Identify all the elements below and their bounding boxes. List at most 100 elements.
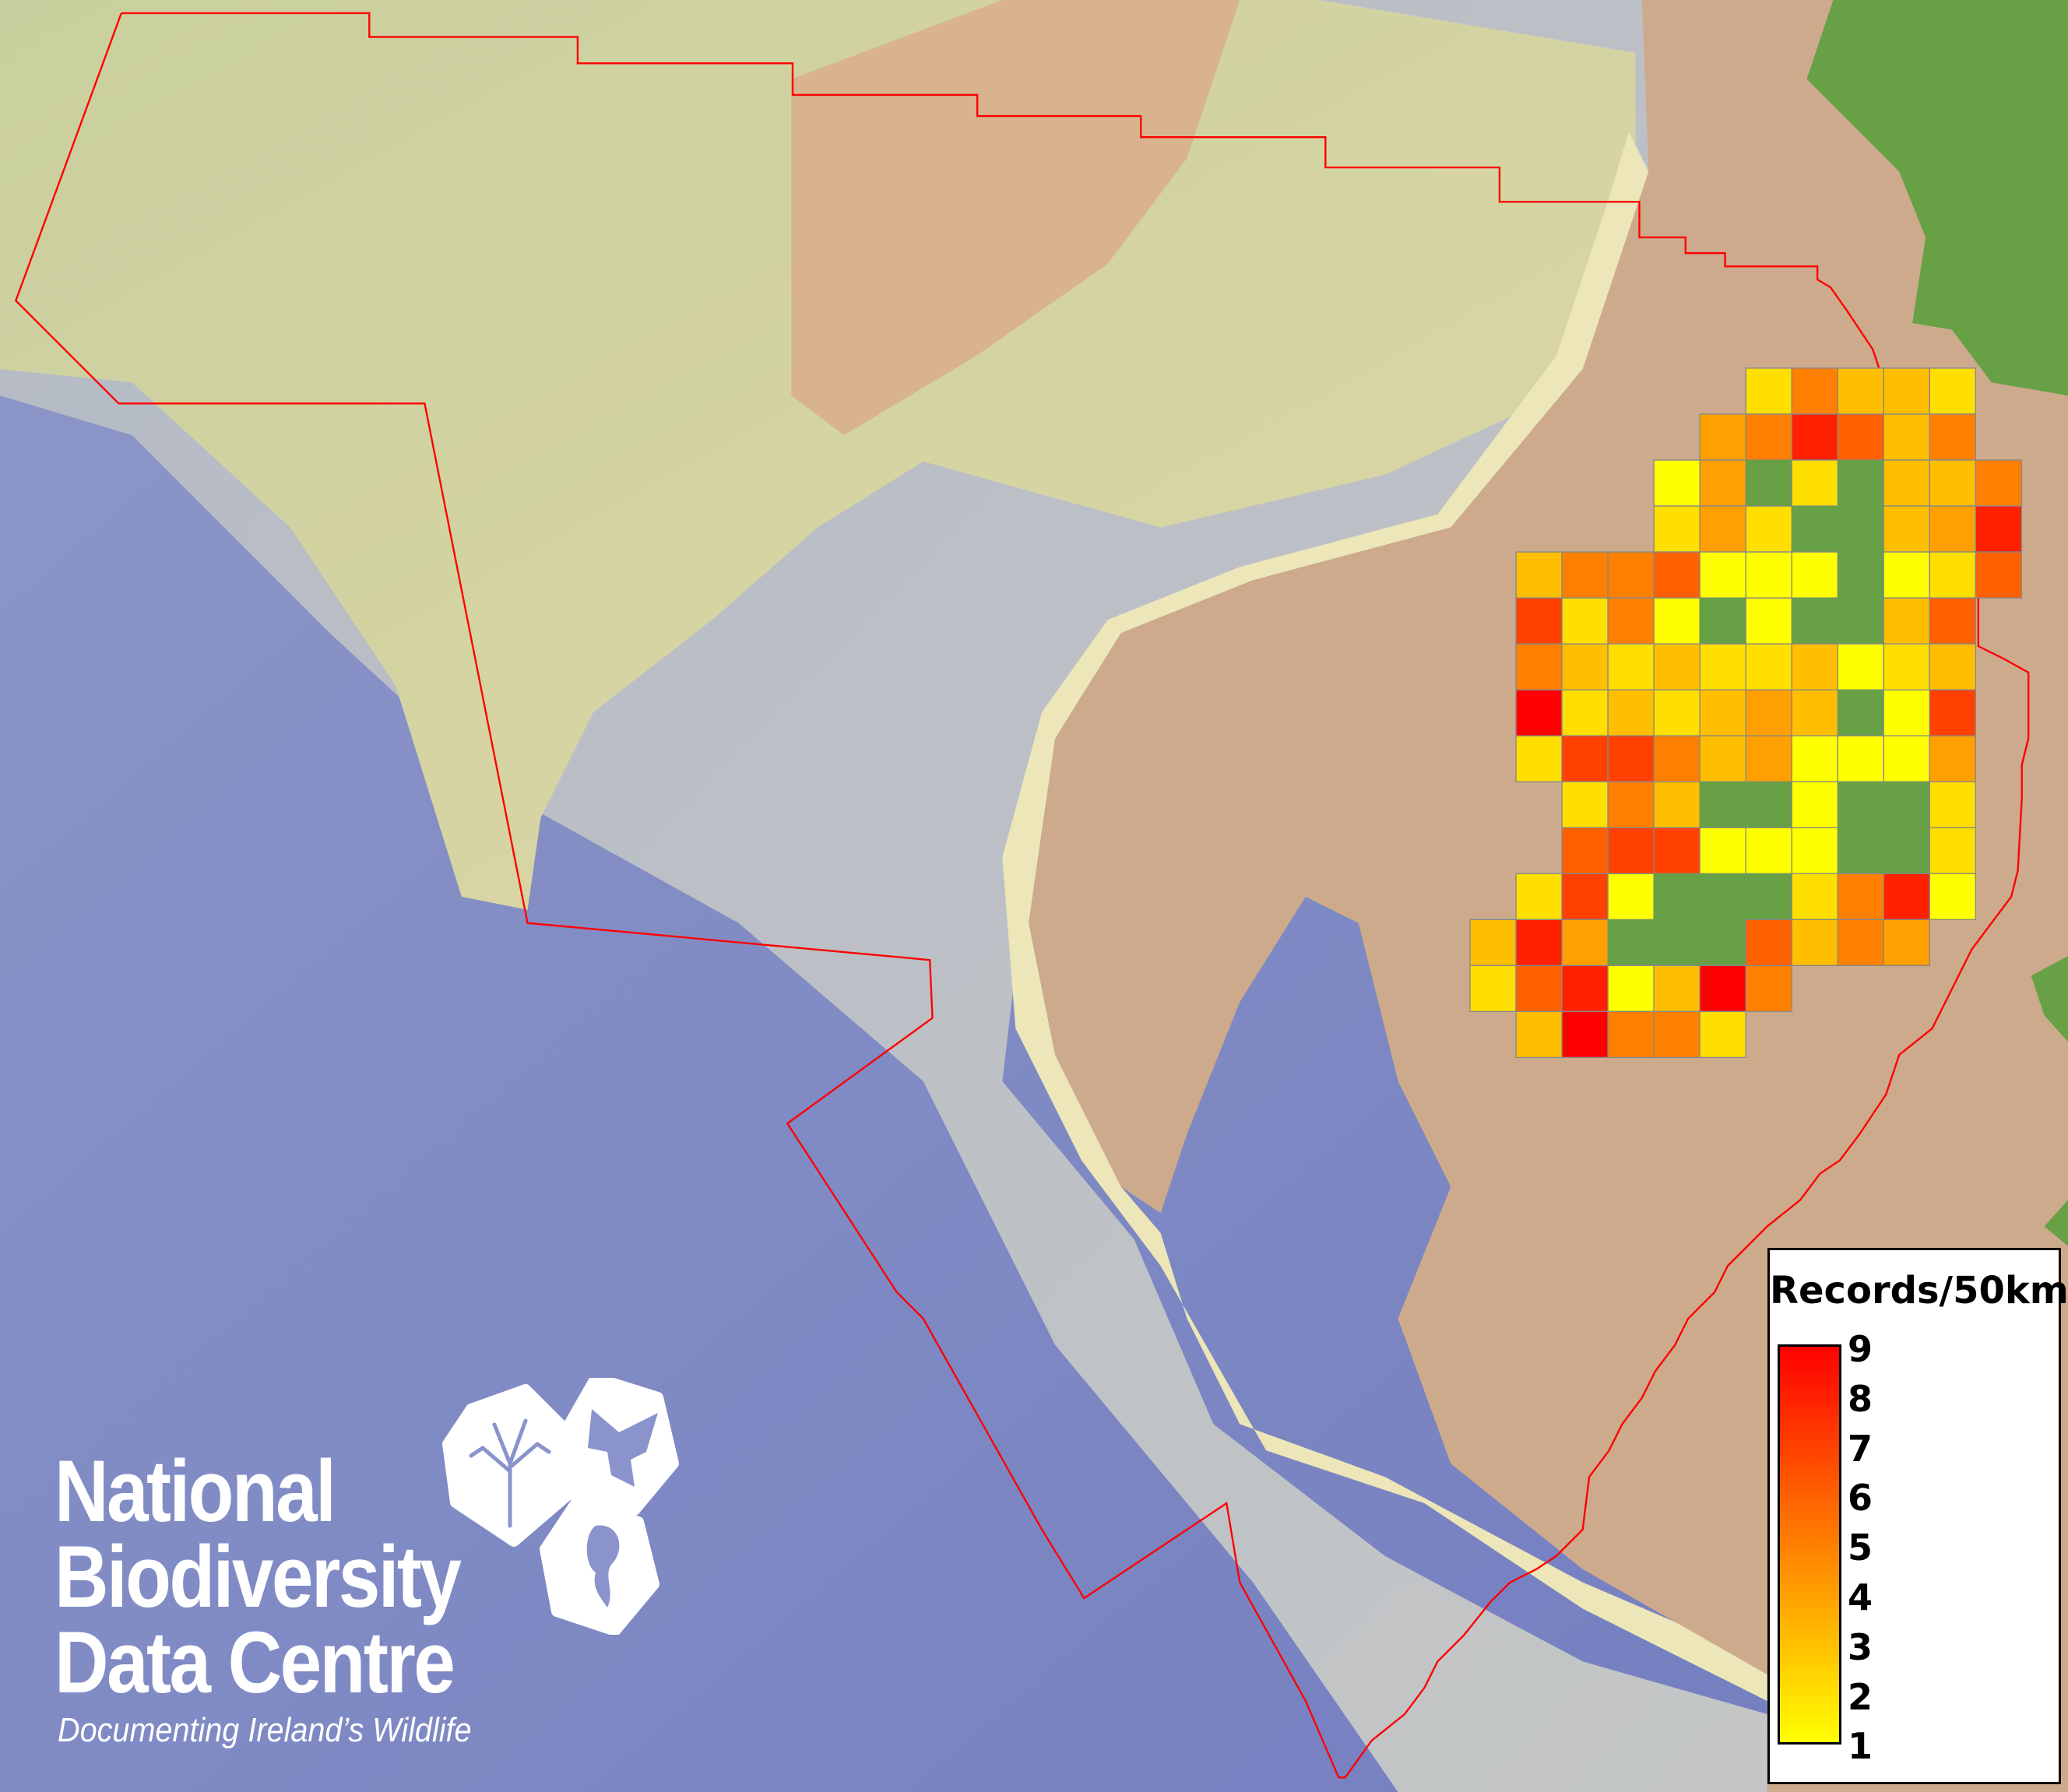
grid-cell <box>1607 827 1655 874</box>
land-cell <box>1654 873 1700 920</box>
grid-cell <box>1699 1010 1746 1059</box>
grid-cell <box>1791 919 1838 967</box>
grid-cell <box>1653 781 1700 828</box>
grid-cell <box>1929 781 1977 828</box>
grid-cell <box>1929 551 1977 599</box>
grid-cell <box>1515 735 1563 782</box>
grid-cell <box>1929 873 1977 920</box>
grid-cell <box>1515 919 1563 967</box>
land-cell <box>1883 827 1930 874</box>
grid-cell <box>1561 597 1609 645</box>
grid-cell <box>1561 689 1609 736</box>
grid-cell <box>1745 827 1792 874</box>
land-cell <box>1654 919 1700 966</box>
grid-cell <box>1791 827 1838 874</box>
land-cell <box>1746 782 1792 828</box>
land-cell <box>1700 782 1746 828</box>
grid-cell <box>1929 505 1977 553</box>
grid-cell <box>1837 735 1884 782</box>
grid-cell <box>1469 965 1517 1013</box>
grid-cell <box>1929 413 1977 461</box>
legend-label: 2 <box>1848 1675 1873 1718</box>
land-cell <box>1700 873 1746 920</box>
grid-cell <box>1561 827 1609 874</box>
grid-cell <box>1745 505 1792 553</box>
grid-cell <box>1837 643 1884 690</box>
grid-cell <box>1653 735 1700 782</box>
grid-cell <box>1515 689 1563 736</box>
grid-cell <box>1607 551 1655 599</box>
grid-cell <box>1699 965 1746 1013</box>
grid-cell <box>1929 827 1977 874</box>
land-cell <box>1608 919 1655 966</box>
seahorse-icon <box>540 1497 659 1635</box>
butterfly-icon <box>559 1378 679 1516</box>
grid-cell <box>1653 551 1700 599</box>
shelf-bank <box>791 0 1240 435</box>
grid-cell <box>1653 689 1700 736</box>
legend-label: 6 <box>1848 1477 1873 1520</box>
logo-mark <box>442 1378 679 1635</box>
grid-cell <box>1561 735 1609 782</box>
grid-cell <box>1883 505 1930 553</box>
grid-cell <box>1515 643 1563 690</box>
grid-cell <box>1929 735 1977 782</box>
grid-cell <box>1883 597 1930 645</box>
logo-line-1: National <box>55 1442 336 1540</box>
vegetation-area <box>1806 0 2068 396</box>
land-cell <box>1700 598 1746 645</box>
land-cell <box>1746 873 1792 920</box>
grid-cell <box>1607 1010 1655 1059</box>
legend-label: 8 <box>1848 1377 1873 1420</box>
land-cell <box>1838 827 1884 874</box>
grid-cell <box>1699 413 1746 461</box>
boundary-line <box>14 12 2030 1779</box>
grid-cell <box>1883 873 1930 920</box>
grid-cell <box>1975 459 2023 507</box>
grid-cell <box>1515 965 1563 1013</box>
grid-cell <box>1791 413 1838 461</box>
legend-label: 1 <box>1848 1725 1873 1768</box>
grid-cell <box>1745 689 1792 736</box>
grid-cell <box>1745 919 1792 967</box>
grid-cell <box>1791 781 1838 828</box>
land-cell <box>1838 552 1884 599</box>
land-cell <box>1838 598 1884 645</box>
grid-cell <box>1607 965 1655 1013</box>
grid-cell <box>1883 919 1930 967</box>
grid-cell <box>1699 505 1746 553</box>
legend-label: 7 <box>1848 1427 1873 1470</box>
grid-cell <box>1883 367 1930 415</box>
grid-cell <box>1975 505 2023 553</box>
grid-cell <box>1837 919 1884 967</box>
grid-cell <box>1653 643 1700 690</box>
logo-line-2: Biodiversity <box>55 1528 462 1625</box>
grid-cell <box>1837 873 1884 920</box>
grid-cell <box>1515 597 1563 645</box>
grid-cell <box>1561 551 1609 599</box>
legend-label: 4 <box>1848 1576 1873 1618</box>
grid-cell <box>1791 689 1838 736</box>
grid-cell <box>1745 551 1792 599</box>
vegetation-area <box>2044 1200 2068 1246</box>
land-cell <box>1792 506 1838 553</box>
tree-icon <box>442 1384 574 1547</box>
grid-cell <box>1653 459 1700 507</box>
legend-title: Records/50km <box>1770 1269 2068 1312</box>
grid-cell <box>1837 367 1884 415</box>
grid-cell <box>1699 689 1746 736</box>
continental-shelf <box>0 0 1636 910</box>
grid-cell <box>1607 781 1655 828</box>
land-cell <box>1838 506 1884 553</box>
land-cell <box>1746 459 1792 507</box>
grid-cell <box>1883 459 1930 507</box>
land-cell <box>1700 919 1746 966</box>
grid-cell <box>1607 873 1655 920</box>
grid-cell <box>1607 689 1655 736</box>
grid-cell <box>1745 735 1792 782</box>
grid-cell <box>1561 965 1609 1013</box>
grid-cell <box>1561 873 1609 920</box>
land-cell <box>1838 690 1884 736</box>
grid-cell <box>1791 551 1838 599</box>
grid-cell <box>1561 781 1609 828</box>
